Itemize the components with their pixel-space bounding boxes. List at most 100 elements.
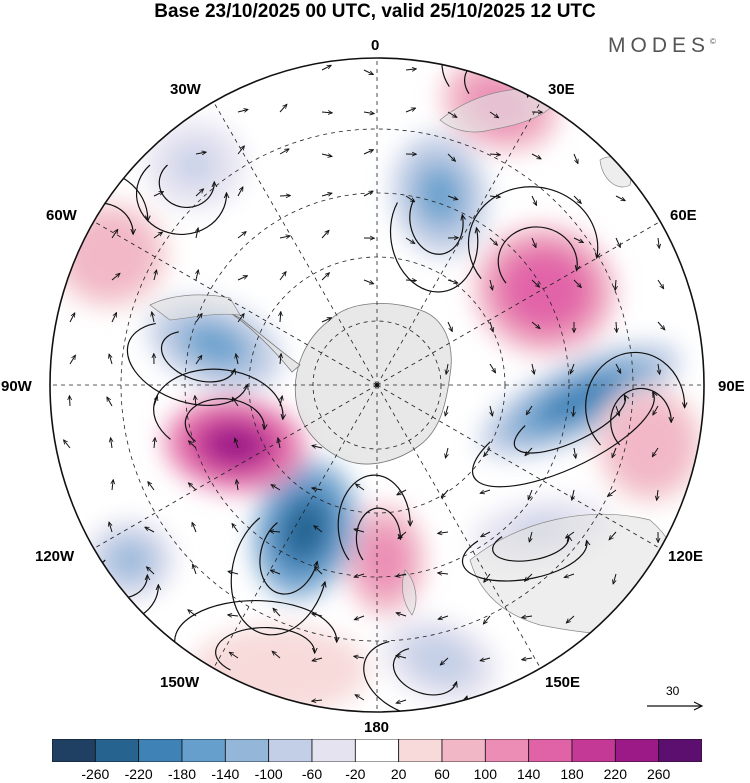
- wind-vector: [355, 615, 365, 620]
- wind-vector: [396, 655, 407, 658]
- reference-vector-label: 30: [666, 684, 680, 698]
- wind-vector: [112, 480, 113, 491]
- colorbar-tick-label: -60: [301, 766, 323, 782]
- streamline: [513, 382, 634, 454]
- wind-vector: [565, 573, 575, 577]
- wind-vector: [321, 273, 329, 281]
- wind-vector: [529, 531, 532, 542]
- wind-vector: [152, 312, 154, 323]
- wind-vector: [280, 354, 281, 365]
- new-zealand-landmass: [402, 569, 417, 616]
- wind-vector: [653, 405, 659, 415]
- streamline: [471, 371, 667, 488]
- wind-vector: [111, 230, 118, 239]
- wind-vector: [196, 228, 198, 239]
- wind-vector: [64, 440, 71, 449]
- colorbar-swatch: [268, 739, 313, 762]
- colorbar-tick-label: -140: [211, 766, 240, 782]
- streamline: [497, 226, 583, 284]
- wind-vector: [531, 195, 536, 205]
- streamline: [610, 387, 672, 446]
- streamline: [158, 164, 214, 209]
- wind-vector: [489, 363, 495, 372]
- wind-vector: [321, 154, 332, 156]
- wind-vector: [195, 152, 206, 154]
- wind-vector: [484, 615, 491, 624]
- wind-vector: [405, 69, 416, 70]
- wind-vector: [489, 154, 500, 155]
- wind-vector: [273, 609, 281, 617]
- colorbar-swatch: [398, 739, 443, 762]
- wind-vector: [153, 232, 162, 239]
- wind-vector: [612, 447, 617, 457]
- wind-vector: [111, 274, 120, 281]
- lon-label-60e: 60E: [670, 207, 697, 224]
- lon-label-90w: 90W: [1, 378, 32, 395]
- wind-vector: [237, 314, 244, 323]
- colorbar-tick-label: 140: [516, 766, 541, 782]
- anomaly-cell: [416, 642, 464, 678]
- anomaly-cell: [628, 421, 672, 469]
- colorbar-tick-label: -220: [124, 766, 153, 782]
- wind-vector: [69, 355, 75, 365]
- wind-vector: [615, 279, 616, 290]
- wind-vector: [321, 231, 329, 239]
- wind-vector: [195, 189, 203, 197]
- wind-vector: [490, 405, 492, 416]
- wind-vector: [525, 573, 533, 581]
- wind-vector: [312, 446, 323, 448]
- colorbar-swatch: [138, 739, 183, 762]
- wind-vector: [489, 196, 500, 197]
- wind-vector: [235, 439, 239, 449]
- wind-vector: [405, 237, 414, 243]
- wind-vector: [609, 531, 617, 539]
- wind-vector: [446, 363, 448, 374]
- wind-vector: [312, 658, 323, 661]
- colorbar-tick-label: -100: [254, 766, 283, 782]
- wind-vector: [363, 279, 373, 284]
- wind-vector: [531, 153, 541, 159]
- wind-vector: [658, 237, 659, 248]
- wind-vector: [354, 529, 365, 532]
- wind-vector: [566, 531, 575, 538]
- wind-vector: [189, 483, 197, 491]
- wind-vector: [405, 195, 414, 202]
- colorbar-swatch: [658, 739, 702, 762]
- wind-vector: [153, 192, 163, 197]
- wind-vector: [278, 438, 280, 449]
- wind-vector: [154, 270, 156, 281]
- wind-vector: [480, 658, 491, 661]
- south-america-landmass: [149, 294, 241, 321]
- colorbar-swatch: [484, 739, 530, 762]
- wind-vectors: [64, 65, 665, 703]
- wind-vector: [405, 108, 415, 113]
- africa-landmass: [439, 88, 561, 133]
- wind-vector: [574, 447, 576, 458]
- wind-vector: [312, 700, 323, 701]
- wind-vector: [363, 112, 374, 114]
- lon-label-120e: 120E: [668, 548, 704, 565]
- wind-vector: [193, 565, 197, 575]
- wind-vector: [228, 571, 239, 574]
- streamline: [585, 351, 685, 446]
- lon-label-120w: 120W: [35, 548, 75, 565]
- colorbar-swatch: [571, 739, 616, 762]
- anomaly-cell: [86, 233, 134, 277]
- anomaly-cell: [206, 425, 264, 465]
- colorbar-swatch: [354, 739, 400, 762]
- wind-vector: [272, 652, 281, 659]
- wind-vector: [363, 150, 373, 155]
- wind-vector: [355, 695, 365, 701]
- wind-vector: [321, 193, 332, 196]
- wind-vector: [237, 276, 247, 281]
- lon-label-150e: 150E: [545, 674, 581, 691]
- wind-vector: [314, 526, 323, 533]
- wind-vector: [195, 314, 202, 323]
- streamline: [461, 522, 591, 582]
- wind-vector: [532, 363, 534, 374]
- lon-label-30w: 30W: [170, 81, 201, 98]
- wind-vector: [658, 363, 660, 374]
- wind-vector: [447, 321, 452, 331]
- antarctica-landmass: [294, 303, 452, 465]
